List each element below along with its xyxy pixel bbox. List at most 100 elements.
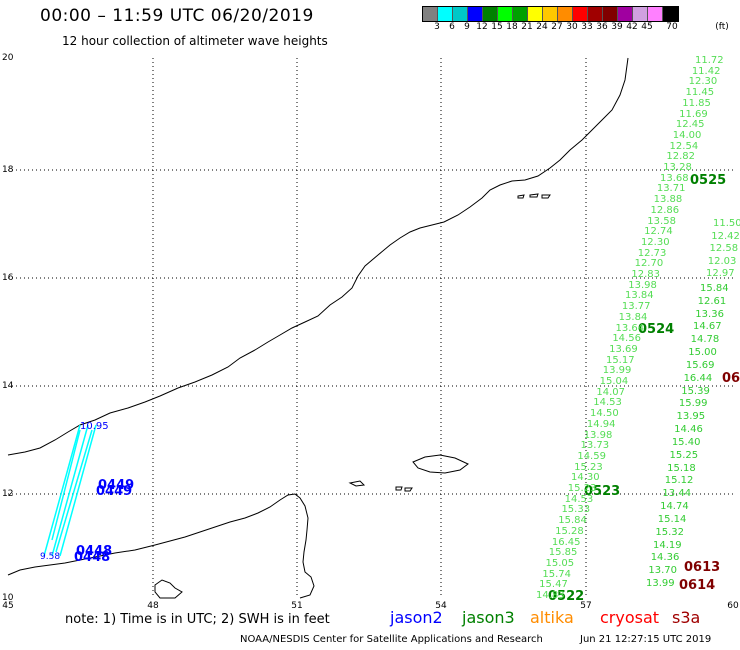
wave-height-value: 14.19 [653,539,682,551]
legend-tick-label: 36 [596,22,608,32]
footnote: note: 1) Time is in UTC; 2) SWH is in fe… [65,612,330,627]
wave-height-value: 13.69 [609,343,638,355]
wave-height-value: 13.28 [663,162,692,173]
wave-height-value: 14.00 [672,129,702,141]
legend-swatch [558,7,573,21]
plot-area [7,57,737,599]
longitude-label: 51 [291,601,303,611]
legend-tick-label: 42 [626,22,638,32]
wave-height-value: 14.74 [660,501,689,513]
wave-height-value: 15.39 [681,385,710,397]
legend-tick-label: 24 [536,22,548,32]
wave-height-value: 12.70 [634,258,664,270]
color-scale-legend [422,6,679,22]
wave-height-value: 11.72 [695,55,724,66]
arabian-coast [7,57,629,456]
wave-height-value: 13.98 [628,279,657,291]
time-label-0448a: 0448 [76,544,113,559]
wave-height-value: 15.40 [671,436,701,448]
time-label-06: 06 [722,371,740,386]
longitude-label: 57 [580,601,592,611]
graticule [8,58,736,598]
wave-height-value: 13.84 [625,290,654,302]
legend-tick-label: 30 [566,22,578,32]
wave-height-value: 14.78 [690,334,720,346]
wave-height-value: 12.82 [666,151,696,163]
wave-height-value: 14.07 [596,386,626,398]
legend-s3a: s3a [672,608,701,627]
islet [348,480,366,487]
wave-height-value: 11.69 [679,108,708,120]
time-label-0525: 0525 [690,173,727,188]
wave-height-value: 14.46 [674,424,703,436]
wave-height-value: 12.54 [669,140,699,152]
wave-height-value: 12.42 [711,230,740,242]
wave-height-value: 11.50 [713,218,740,229]
wave-height-value: 15.25 [669,449,699,461]
legend-swatch [453,7,468,21]
legend-swatch [648,7,663,21]
legend-swatch [633,7,648,21]
wave-height-value: 13.77 [621,301,651,313]
legend-jason3: jason3 [462,608,515,627]
time-label-0614: 0614 [679,578,716,593]
latitude-label: 18 [2,165,14,175]
wave-height-value: 15.47 [539,579,568,591]
wave-height-value: 12.30 [640,236,670,248]
wave-height-value: 14.94 [586,418,616,430]
legend-tick-label: 15 [491,22,503,32]
wave-height-value: 13.99 [646,578,675,589]
legend-tick-label: 33 [581,22,593,32]
wave-height-value: 13.70 [648,565,677,577]
wave-height-value: 16.45 [551,536,581,548]
wave-height-value: 14.30 [570,472,600,484]
longitude-label: 45 [2,601,14,611]
wave-height-value: 15.85 [548,547,578,559]
legend-swatch [513,7,528,21]
wave-height-value: 15.18 [667,462,696,474]
wave-height-value: 15.84 [700,283,729,294]
time-label-0524: 0524 [638,322,675,337]
legend-tick-label: 39 [611,22,623,32]
wave-height-value: 13.95 [676,411,706,423]
wave-height-value: 15.14 [657,513,687,525]
legend-tick-label: 21 [521,22,533,32]
legend-tick-label: 6 [449,22,455,32]
wave-height-value: 12.74 [644,226,673,238]
wave-height-value: 13.88 [653,194,683,206]
kuria-muria-island [541,194,551,199]
wave-height-value: 13.98 [583,429,613,441]
legend-swatch [603,7,618,21]
coastline [7,57,629,599]
legend-tick-label: 3 [434,22,440,32]
wave-height-value: 15.99 [678,398,708,410]
wave-height-value: 11.45 [685,87,715,99]
time-label-0613: 0613 [684,560,721,575]
legend-unit: (ft) [715,22,729,32]
legend-swatch [438,7,453,21]
wave-height-value: 13.99 [602,365,632,377]
latitude-label: 10 [2,593,14,603]
left-swath [43,424,97,557]
wave-height-value: 15.23 [574,461,603,473]
footer-timestamp: Jun 21 12:27:15 UTC 2019 [580,634,712,645]
kuria-muria-island [517,194,525,199]
legend-swatch [528,7,543,21]
wave-height-value: 13.58 [647,215,676,227]
time-label-0522: 0522 [548,589,585,604]
legend-jason2: jason2 [390,608,443,627]
wave-height-value: 15.05 [545,557,575,569]
socotra-island [412,454,469,474]
wave-height-value: 11.42 [691,65,721,77]
legend-swatch [573,7,588,21]
left-track-bottom-value: 9.58 [40,552,61,562]
somali-inland [154,579,183,599]
wave-height-value: 15.12 [664,475,694,487]
wave-height-value: 13.36 [695,308,724,320]
wave-height-value: 12.86 [650,204,680,216]
time-label-0448b: 0448 [74,550,111,565]
legend-altika: altika [530,608,574,627]
latitude-label: 20 [2,53,14,63]
wave-height-value: 14.56 [612,333,641,345]
wave-height-value: 14.36 [650,552,680,564]
